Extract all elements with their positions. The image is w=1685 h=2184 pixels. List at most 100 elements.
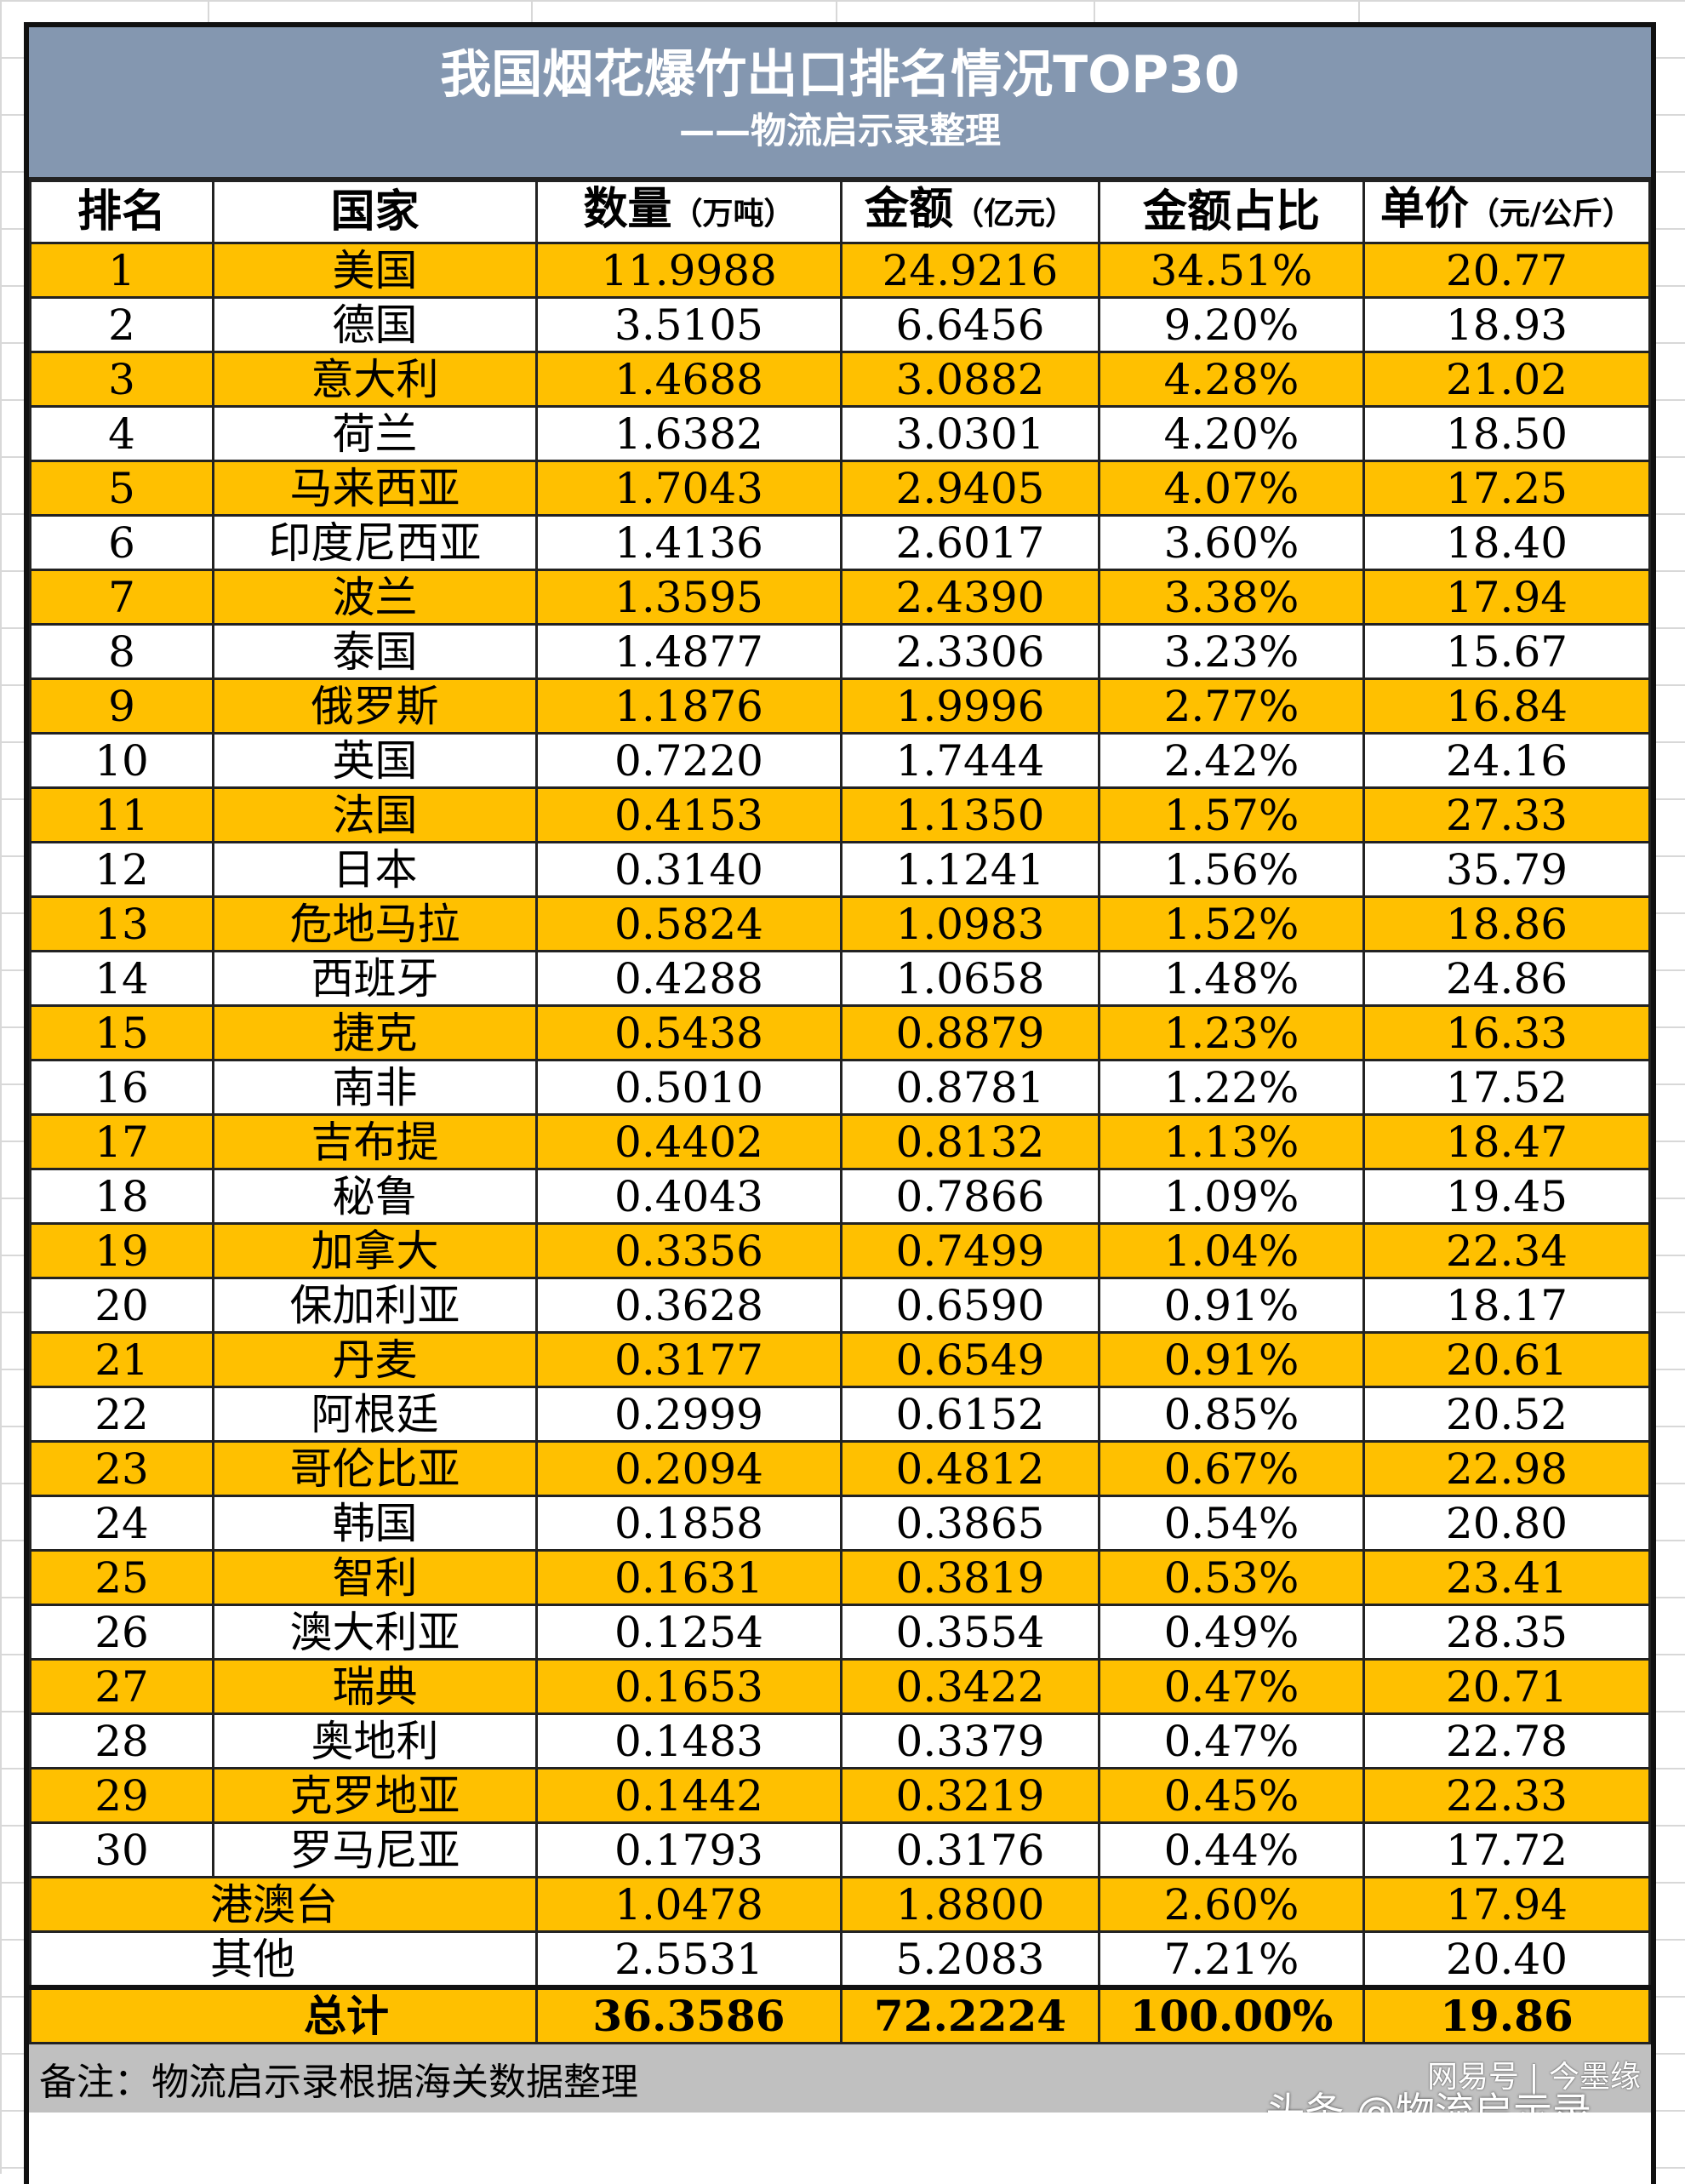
unit-price-cell: 22.34 [1362,1222,1651,1279]
quantity-cell: 1.3595 [535,569,842,626]
country-cell: 荷兰 [212,405,538,462]
rank-cell: 7 [29,569,214,626]
table-row: 11 法国 0.4153 1.1350 1.57% 27.33 [29,786,1651,843]
quantity-cell: 1.7043 [535,460,842,517]
note-text: 备注：物流启示录根据海关数据整理 [39,2061,638,2104]
quantity-cell: 0.3628 [535,1277,842,1334]
share-cell: 7.21% [1098,1930,1365,1989]
amount-cell: 24.9216 [840,242,1100,299]
unit-price-cell: 27.33 [1362,786,1651,843]
rank-cell: 17 [29,1113,214,1170]
rank-cell: 21 [29,1331,214,1388]
quantity-cell: 0.7220 [535,732,842,789]
title-banner: 我国烟花爆竹出口排名情况TOP30 ——物流启示录整理 [29,27,1651,180]
table-row: 21 丹麦 0.3177 0.6549 0.91% 20.61 [29,1331,1651,1388]
amount-cell: 3.0301 [840,405,1100,462]
header-unit: （万吨） [671,197,795,232]
rank-cell: 8 [29,623,214,680]
rank-cell: 15 [29,1004,214,1061]
table-row: 港澳台 1.0478 1.8800 2.60% 17.94 [29,1876,1651,1933]
unit-price-cell: 20.40 [1362,1930,1651,1989]
share-cell: 2.77% [1098,677,1365,735]
share-cell: 2.42% [1098,732,1365,789]
table-row: 28 奥地利 0.1483 0.3379 0.47% 22.78 [29,1712,1651,1769]
table-row: 16 南非 0.5010 0.8781 1.22% 17.52 [29,1059,1651,1116]
unit-price-cell: 23.41 [1362,1549,1651,1606]
table-row: 15 捷克 0.5438 0.8879 1.23% 16.33 [29,1004,1651,1061]
share-cell: 2.60% [1098,1876,1365,1933]
rank-cell: 12 [29,841,214,898]
unit-price-cell: 22.78 [1362,1712,1651,1769]
unit-price-cell: 19.45 [1362,1168,1651,1225]
column-header: 数量（万吨） [535,180,842,244]
amount-cell: 1.8800 [840,1876,1100,1933]
country-cell: 克罗地亚 [212,1767,538,1824]
country-cell: 俄罗斯 [212,677,538,735]
table-title: 我国烟花爆竹出口排名情况TOP30 [440,45,1240,105]
quantity-cell: 0.1483 [535,1712,842,1769]
table-row: 23 哥伦比亚 0.2094 0.4812 0.67% 22.98 [29,1440,1651,1497]
country-cell: 加拿大 [212,1222,538,1279]
amount-cell: 0.6549 [840,1331,1100,1388]
quantity-cell: 1.6382 [535,405,842,462]
country-cell: 英国 [212,732,538,789]
rank-cell: 13 [29,895,214,952]
watermark: 头条 @物流启示录 [1265,2089,1591,2113]
share-cell: 0.53% [1098,1549,1365,1606]
table-row: 24 韩国 0.1858 0.3865 0.54% 20.80 [29,1495,1651,1552]
rank-cell: 18 [29,1168,214,1225]
table-row: 26 澳大利亚 0.1254 0.3554 0.49% 28.35 [29,1604,1651,1661]
table-row: 其他 2.5531 5.2083 7.21% 20.40 [29,1930,1651,1989]
amount-cell: 0.8879 [840,1004,1100,1061]
quantity-cell: 0.1858 [535,1495,842,1552]
table-row: 25 智利 0.1631 0.3819 0.53% 23.41 [29,1549,1651,1606]
column-header: 金额占比 [1098,180,1365,244]
table-row: 18 秘鲁 0.4043 0.7866 1.09% 19.45 [29,1168,1651,1225]
table-row: 总计 36.3586 72.2224 100.00% 19.86 [29,1985,1651,2044]
ranking-table: 排名 国家 数量（万吨） 金额（亿元） 金额占比 单价（元/公斤） 1 美国 11.9988 2… [29,180,1651,2044]
table-row: 1 美国 11.9988 24.9216 34.51% 20.77 [29,242,1651,299]
unit-price-cell: 24.16 [1362,732,1651,789]
rank-cell: 30 [29,1821,214,1878]
rank-cell: 20 [29,1277,214,1334]
table-row: 29 克罗地亚 0.1442 0.3219 0.45% 22.33 [29,1767,1651,1824]
header-label: 单价 [1379,184,1469,235]
share-cell: 3.60% [1098,514,1365,571]
quantity-cell: 1.4688 [535,351,842,408]
country-cell: 泰国 [212,623,538,680]
country-cell: 日本 [212,841,538,898]
share-cell: 1.22% [1098,1059,1365,1116]
quantity-cell: 36.3586 [535,1985,842,2044]
amount-cell: 0.7499 [840,1222,1100,1279]
column-header: 国家 [212,180,538,244]
amount-cell: 2.4390 [840,569,1100,626]
share-cell: 9.20% [1098,296,1365,353]
rank-cell: 11 [29,786,214,843]
unit-price-cell: 22.98 [1362,1440,1651,1497]
country-cell: 德国 [212,296,538,353]
country-cell: 马来西亚 [212,460,538,517]
unit-price-cell: 19.86 [1362,1985,1651,2044]
header-label: 数量 [583,184,672,235]
quantity-cell: 0.2094 [535,1440,842,1497]
country-cell: 捷克 [212,1004,538,1061]
table-row: 13 危地马拉 0.5824 1.0983 1.52% 18.86 [29,895,1651,952]
unit-price-cell: 17.72 [1362,1821,1651,1878]
share-cell: 100.00% [1098,1985,1365,2044]
unit-price-cell: 18.40 [1362,514,1651,571]
amount-cell: 0.8781 [840,1059,1100,1116]
country-cell: 法国 [212,786,538,843]
header-label: 排名 [77,186,166,237]
amount-cell: 5.2083 [840,1930,1100,1989]
unit-price-cell: 18.93 [1362,296,1651,353]
amount-cell: 0.7866 [840,1168,1100,1225]
table-row: 10 英国 0.7220 1.7444 2.42% 24.16 [29,732,1651,789]
header-unit: （元/公斤） [1468,197,1634,232]
rank-cell: 10 [29,732,214,789]
share-cell: 1.13% [1098,1113,1365,1170]
rank-cell: 22 [29,1386,214,1443]
amount-cell: 1.9996 [840,677,1100,735]
table-row: 3 意大利 1.4688 3.0882 4.28% 21.02 [29,351,1651,408]
share-cell: 1.57% [1098,786,1365,843]
share-cell: 0.91% [1098,1331,1365,1388]
